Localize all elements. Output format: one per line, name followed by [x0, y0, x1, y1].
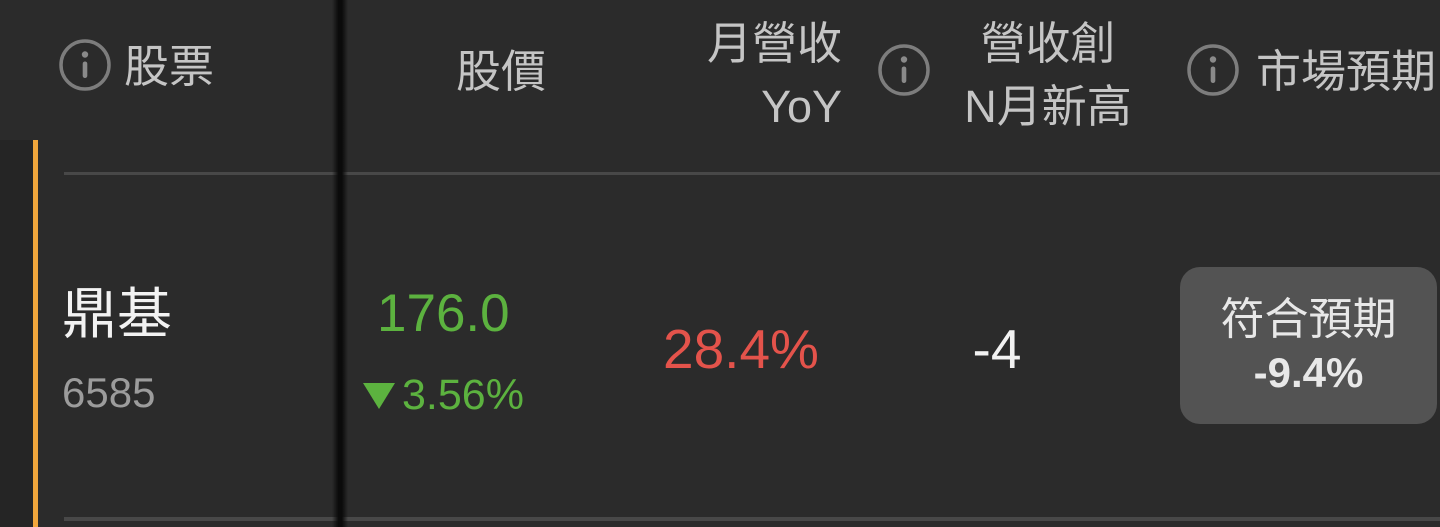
price-change-percent: 3.56%	[402, 371, 524, 419]
column-header-price[interactable]: 股價	[456, 46, 547, 97]
column-header-revenue-yoy[interactable]: 月營收 YoY	[707, 12, 842, 138]
stock-code: 6585	[62, 369, 156, 416]
column-header-line: 月營收	[706, 18, 842, 69]
info-icon[interactable]	[58, 38, 112, 92]
stock-name: 鼎基	[62, 283, 173, 345]
price-change: 3.56%	[363, 374, 524, 417]
pinned-column-divider	[332, 0, 348, 527]
market-expectation-label: 符合預期	[1220, 294, 1397, 344]
info-icon[interactable]	[877, 43, 931, 97]
row-divider-bottom	[64, 517, 1440, 521]
column-header-line: N月新高	[964, 81, 1132, 132]
stock-price: 176.0	[377, 284, 510, 343]
table-row[interactable]: 鼎基 6585 176.0 3.56% 28.4% -4 符合預期 -9.4%	[0, 175, 1440, 517]
row-divider-top	[64, 172, 1440, 175]
market-expectation-value: -9.4%	[1253, 348, 1364, 396]
monthly-revenue-yoy: 28.4%	[663, 318, 819, 380]
column-header-revenue-high[interactable]: 營收創 N月新高	[948, 12, 1148, 138]
revenue-high-months: -4	[972, 318, 1022, 380]
column-header-stock[interactable]: 股票	[124, 41, 215, 92]
column-header-line: 營收創	[980, 18, 1116, 69]
column-header-line: YoY	[761, 81, 842, 132]
active-row-indicator	[33, 140, 38, 527]
row-gutter	[0, 140, 33, 527]
market-expectation-badge[interactable]: 符合預期 -9.4%	[1180, 267, 1437, 424]
column-header-market-expectation[interactable]: 市場預期	[1256, 46, 1437, 97]
price-down-triangle-icon	[363, 382, 395, 409]
info-icon[interactable]	[1186, 43, 1240, 97]
